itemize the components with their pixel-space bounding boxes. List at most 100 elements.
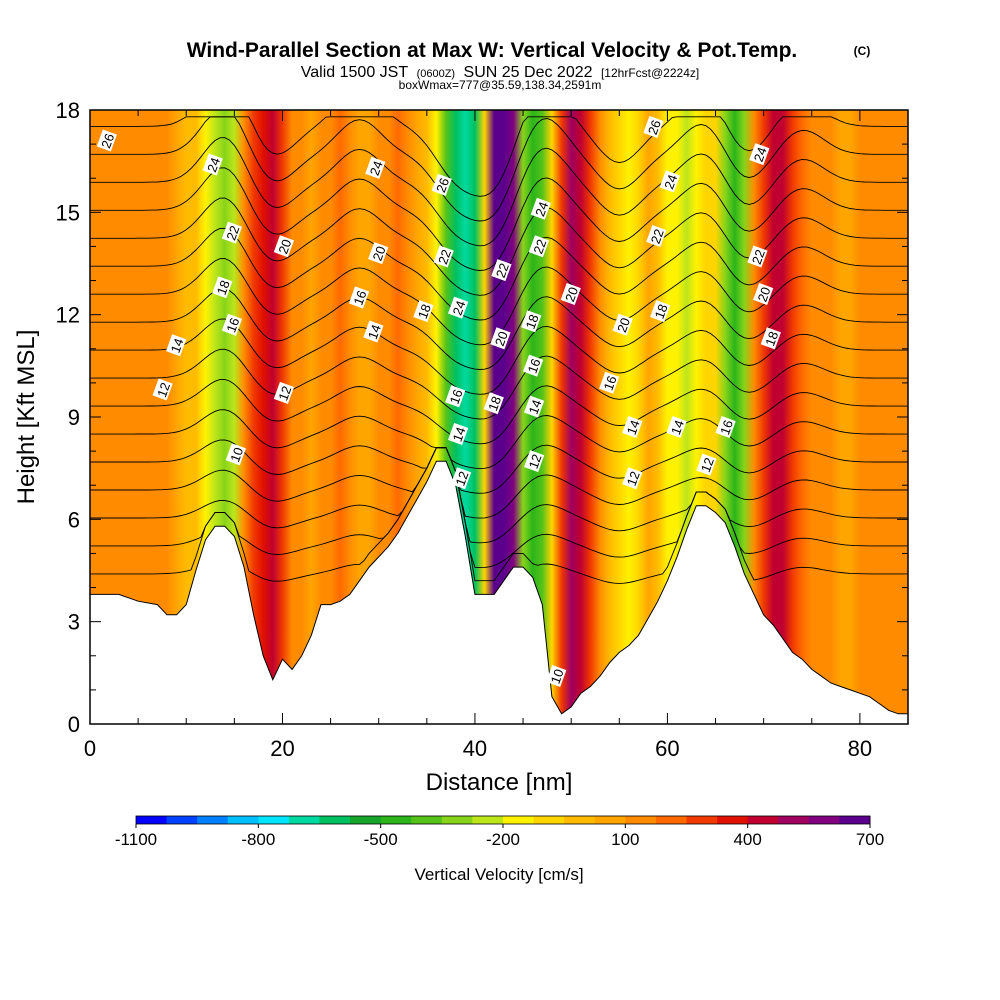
- theta-isoline: [90, 379, 908, 445]
- valid-date: SUN 25 Dec 2022: [464, 64, 593, 81]
- contour-label: 16: [221, 313, 242, 336]
- colorbar-tick-label: -500: [364, 830, 398, 849]
- contour-label: 16: [348, 286, 369, 309]
- contour-label-text: 12: [698, 456, 717, 475]
- contour-label: 26: [431, 173, 452, 196]
- contour-label: 26: [643, 115, 664, 138]
- contour-label: 12: [273, 381, 294, 404]
- contour-label-text: 22: [493, 261, 512, 280]
- contour-label-text: 18: [652, 302, 671, 321]
- contour-label: 10: [225, 443, 246, 466]
- axes: 0 20 40 60 80 0 3 6 9 12 15 18: [56, 98, 909, 761]
- contour-label-text: 20: [275, 237, 294, 256]
- forecast-info: [12hrFcst@2224z]: [601, 66, 699, 80]
- theta-isoline: [90, 447, 908, 544]
- theta-isoline: [90, 447, 908, 569]
- colorbar-swatch: [503, 816, 535, 824]
- colorbar-swatch: [625, 816, 657, 824]
- contour-label: 18: [760, 327, 781, 350]
- contour-label: 22: [221, 221, 242, 244]
- y-axis-title: Height [Kft MSL]: [13, 330, 40, 505]
- colorbar-swatch: [717, 816, 749, 824]
- contour-label-text: 18: [415, 302, 434, 321]
- colorbar-swatch: [533, 816, 565, 824]
- box-info: boxWmax=777@35.59,138.34,2591m: [399, 78, 602, 92]
- contour-label-text: 26: [98, 132, 117, 151]
- colorbar-tick-label: -800: [241, 830, 275, 849]
- colorbar-tick-label: 100: [611, 830, 639, 849]
- colorbar-swatch: [564, 816, 596, 824]
- contour-label: 24: [659, 170, 680, 193]
- contour-label: 24: [448, 296, 469, 319]
- contour-label-text: 16: [525, 357, 544, 376]
- contour-label: 18: [413, 300, 434, 323]
- contour-label: 24: [749, 143, 770, 166]
- contour-label-text: 24: [367, 159, 386, 178]
- theta-isoline: [90, 116, 908, 197]
- contour-label-text: 22: [749, 248, 768, 267]
- theta-isoline: [90, 197, 908, 296]
- colorbar-swatch: [136, 816, 168, 824]
- colorbar-swatch: [350, 816, 382, 824]
- colorbar-swatch: [227, 816, 259, 824]
- contour-label: 20: [368, 242, 389, 265]
- x-tick-label: 80: [848, 736, 872, 761]
- x-tick-label: 40: [463, 736, 487, 761]
- contour-label: 18: [212, 276, 233, 299]
- contour-label: 14: [363, 320, 384, 343]
- contour-label-text: 22: [648, 227, 667, 246]
- contour-label-text: 14: [365, 323, 384, 342]
- contour-label-text: 12: [624, 469, 643, 488]
- contour-label-text: 18: [485, 394, 504, 413]
- contour-label-text: 16: [447, 387, 466, 406]
- contour-label-text: 16: [601, 374, 620, 393]
- contour-label: 10: [546, 665, 567, 688]
- colorbar: -1100 -800 -500 -200 100 400 700: [115, 815, 884, 849]
- colorbar-swatch: [655, 816, 687, 824]
- contour-label: 24: [365, 156, 386, 179]
- contour-label-text: 20: [755, 285, 774, 304]
- chart-subtitle: Valid 1500 JST (0600Z) SUN 25 Dec 2022 […: [301, 64, 699, 81]
- x-axis-title: Distance [nm]: [426, 769, 573, 796]
- contour-label-text: 22: [435, 248, 454, 267]
- copyright-mark: (C): [854, 44, 871, 58]
- x-tick-label: 60: [655, 736, 679, 761]
- contour-label-text: 12: [452, 469, 471, 488]
- contour-label-text: 10: [227, 445, 246, 464]
- contour-label-text: 26: [645, 118, 664, 137]
- contour-label: 14: [166, 334, 187, 357]
- colorbar-swatch: [747, 816, 779, 824]
- contour-label: 22: [491, 259, 512, 282]
- colorbar-swatch: [166, 816, 198, 824]
- colorbar-title: Vertical Velocity [cm/s]: [414, 865, 583, 884]
- colorbar-swatch: [288, 816, 320, 824]
- colorbar-swatch: [594, 816, 626, 824]
- contour-label-text: 18: [214, 278, 233, 297]
- contour-label-text: 18: [523, 312, 542, 331]
- contour-label: 16: [523, 354, 544, 377]
- contour-labels: 26 24 22 18 16 14 12 10 20 12 24 20 16 14 18 26 22 24 16 14…: [96, 115, 781, 688]
- contour-label-text: 16: [717, 418, 736, 437]
- contour-label: 12: [524, 450, 545, 473]
- contour-label: 26: [96, 129, 117, 152]
- chart-title: Wind-Parallel Section at Max W: Vertical…: [187, 39, 798, 62]
- theta-isoline: [90, 409, 908, 470]
- colorbar-tick-label: 400: [733, 830, 761, 849]
- contour-label-text: 20: [492, 329, 511, 348]
- colorbar-tick-label: 700: [856, 830, 884, 849]
- colorbar-swatch: [441, 816, 473, 824]
- terrain: [90, 460, 908, 724]
- contour-label-text: 22: [530, 237, 549, 256]
- contour-label: 16: [715, 416, 736, 439]
- y-tick-label: 3: [68, 610, 80, 635]
- colorbar-tick-label: -200: [486, 830, 520, 849]
- contour-label-text: 12: [154, 381, 173, 400]
- y-tick-label: 0: [68, 712, 80, 737]
- contour-label-text: 10: [548, 667, 567, 686]
- colorbar-swatch: [808, 816, 840, 824]
- theta-contours: [90, 116, 908, 584]
- contour-label: 22: [528, 235, 549, 258]
- contour-label: 20: [490, 327, 511, 350]
- contour-label-text: 18: [762, 329, 781, 348]
